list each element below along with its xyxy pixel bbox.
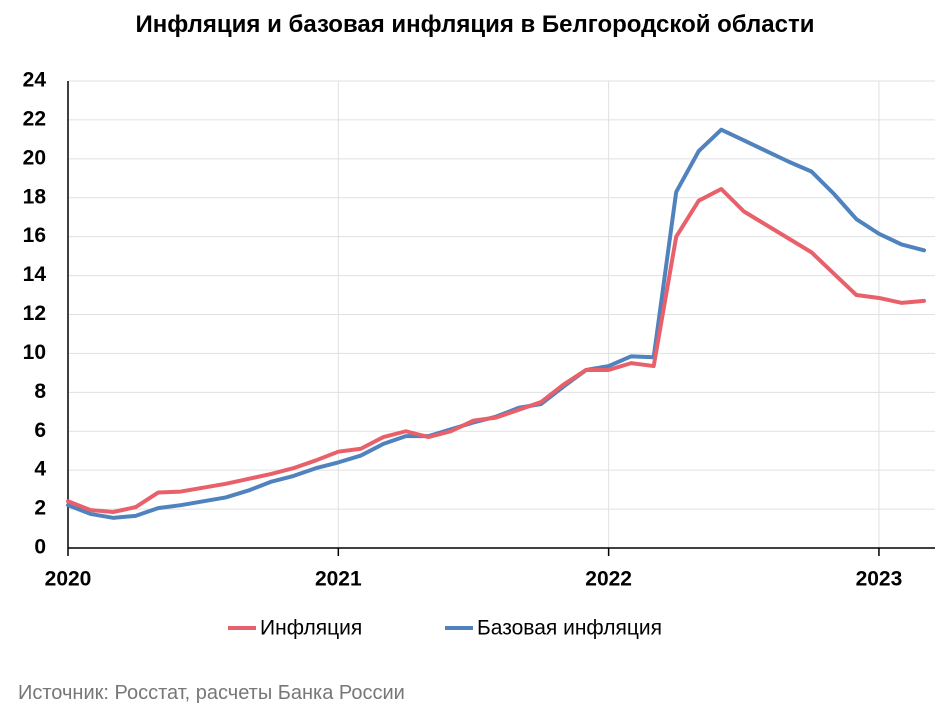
- y-tick-label: 10: [23, 341, 46, 364]
- y-tick-label: 22: [23, 107, 46, 130]
- y-tick-label: 4: [34, 458, 46, 481]
- x-tick-label: 2020: [45, 568, 92, 591]
- legend-label: Инфляция: [260, 617, 362, 640]
- x-tick-label: 2023: [856, 568, 903, 591]
- series-line: [66, 127, 926, 520]
- y-tick-label: 2: [34, 497, 46, 520]
- y-tick-label: 14: [23, 263, 47, 286]
- y-tick-label: 24: [23, 69, 47, 92]
- y-tick-label: 12: [23, 302, 46, 325]
- y-tick-label: 6: [34, 419, 46, 442]
- x-tick-label: 2021: [315, 568, 362, 591]
- source-note: Источник: Росстат, расчеты Банка России: [18, 682, 405, 704]
- y-tick-label: 18: [23, 185, 47, 208]
- legend-label: Базовая инфляция: [477, 617, 662, 640]
- y-tick-label: 16: [23, 224, 46, 247]
- series-line: [66, 186, 926, 515]
- y-tick-label: 0: [34, 536, 46, 559]
- x-tick-label: 2022: [585, 568, 632, 591]
- chart-title: Инфляция и базовая инфляция в Белгородск…: [135, 11, 815, 38]
- y-tick-label: 20: [23, 146, 46, 169]
- y-tick-label: 8: [34, 380, 46, 403]
